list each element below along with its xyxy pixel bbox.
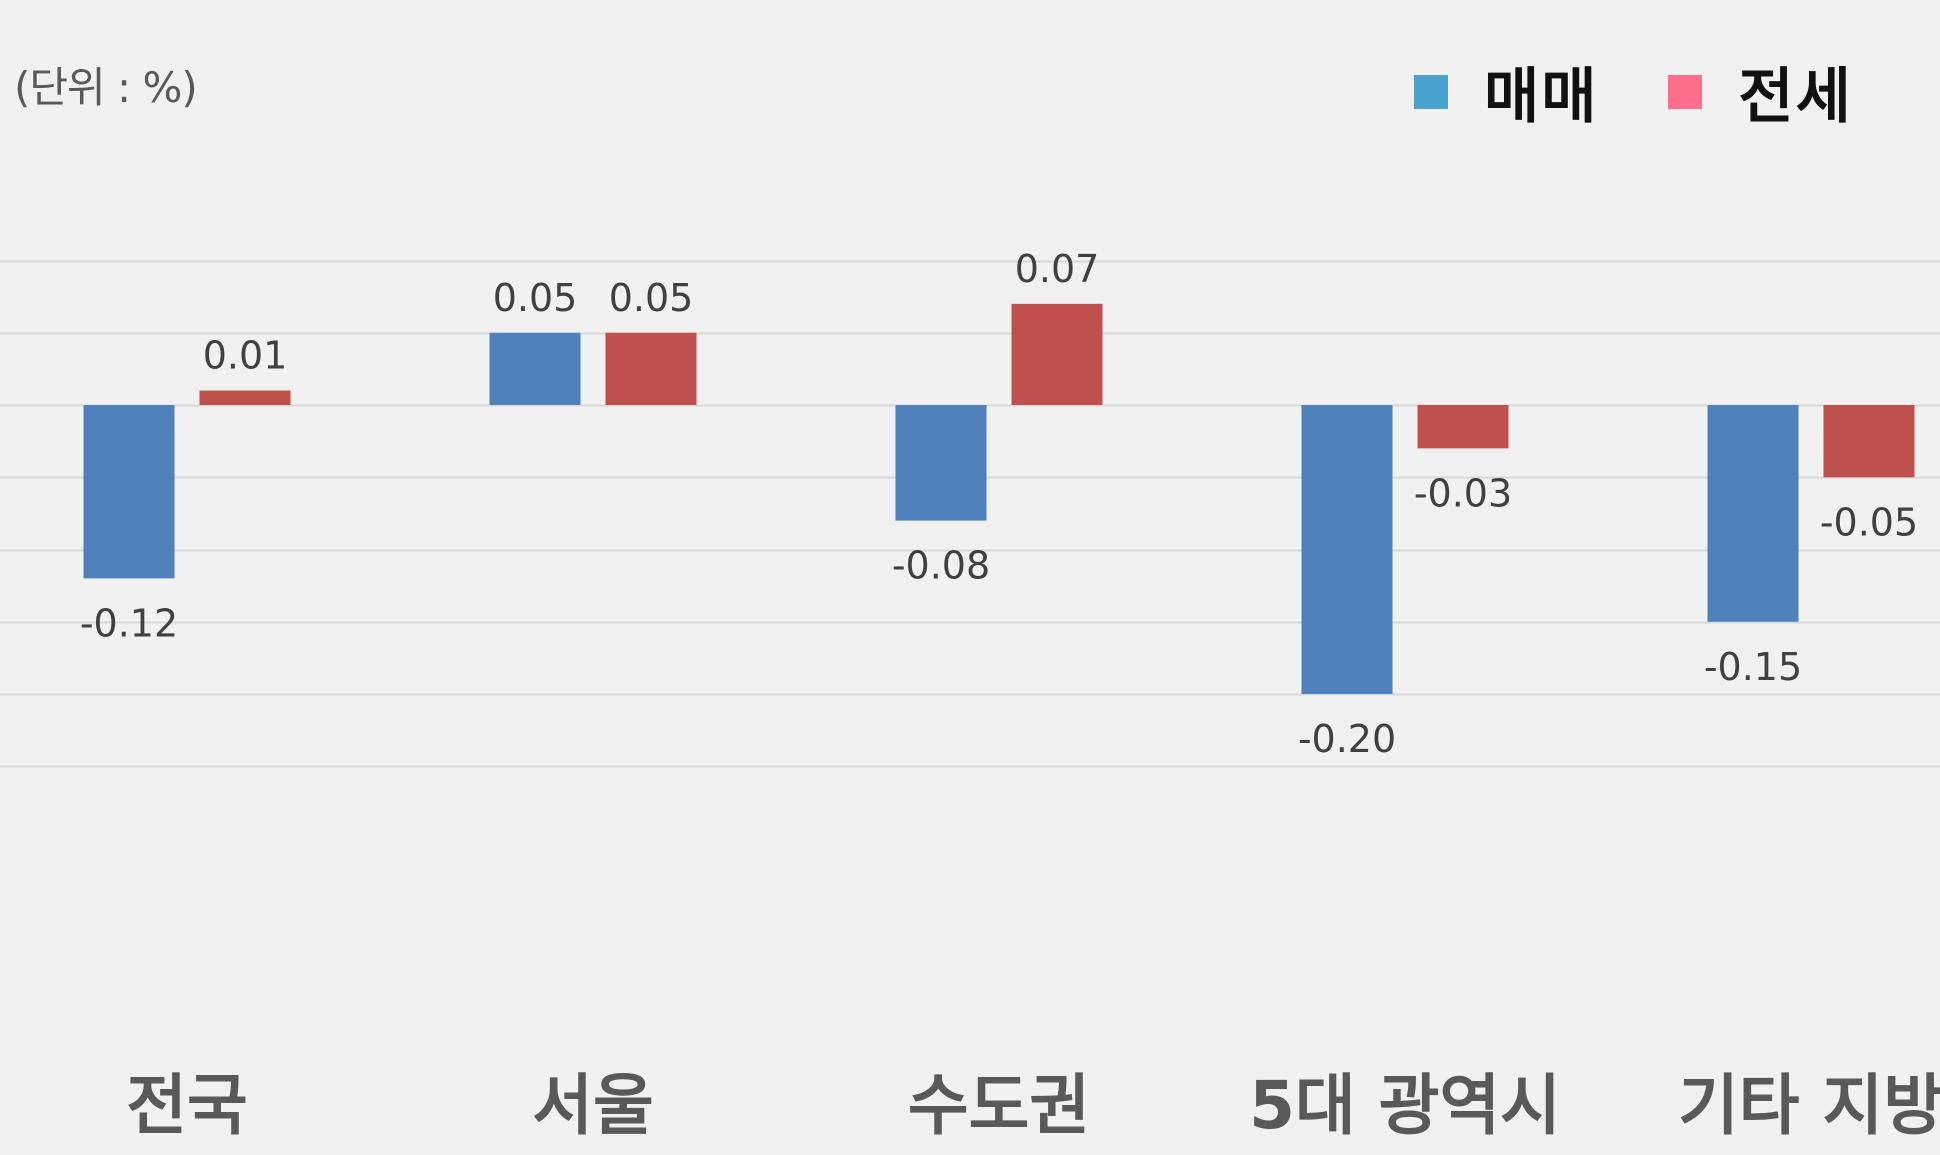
category-label: 5대 광역시	[1249, 1067, 1561, 1144]
data-label-jeonse: 0.01	[203, 334, 288, 378]
category-label: 수도권	[908, 1067, 1090, 1144]
legend-item-jeonse: 전세	[1668, 48, 1852, 135]
category-label: 전국	[126, 1067, 247, 1144]
bar-jeonse	[605, 332, 697, 405]
bar-jeonse	[199, 390, 291, 405]
bar-jeonse	[1011, 303, 1103, 405]
category-label: 서울	[532, 1067, 653, 1144]
bar-jeonse	[1823, 405, 1915, 478]
legend-swatch-jeonse	[1668, 74, 1703, 109]
legend: 매매 전세	[1414, 48, 1923, 135]
bar-sale	[489, 332, 581, 405]
legend-label-jeonse: 전세	[1738, 62, 1853, 132]
bar-jeonse	[1417, 405, 1509, 449]
data-label-sale: 0.05	[493, 276, 578, 320]
data-label-sale: -0.12	[80, 601, 178, 645]
data-label-sale: -0.15	[1704, 645, 1802, 689]
bar-sale	[1301, 405, 1393, 694]
data-label-jeonse: -0.03	[1414, 471, 1512, 515]
data-label-sale: -0.08	[892, 544, 990, 588]
data-label-jeonse: 0.05	[609, 276, 694, 320]
category-label: 기타 지방	[1678, 1067, 1940, 1144]
legend-label-sale: 매매	[1484, 62, 1599, 132]
unit-label: (단위 : %)	[14, 63, 198, 112]
legend-swatch-sale	[1414, 74, 1448, 109]
data-label-sale: -0.20	[1298, 717, 1396, 761]
bar-sale	[895, 405, 987, 521]
data-label-jeonse: 0.07	[1015, 247, 1100, 291]
bar-sale	[1707, 405, 1799, 622]
data-label-jeonse: -0.05	[1820, 500, 1918, 544]
legend-item-sale: 매매	[1414, 48, 1598, 135]
bar-sale	[83, 405, 175, 579]
